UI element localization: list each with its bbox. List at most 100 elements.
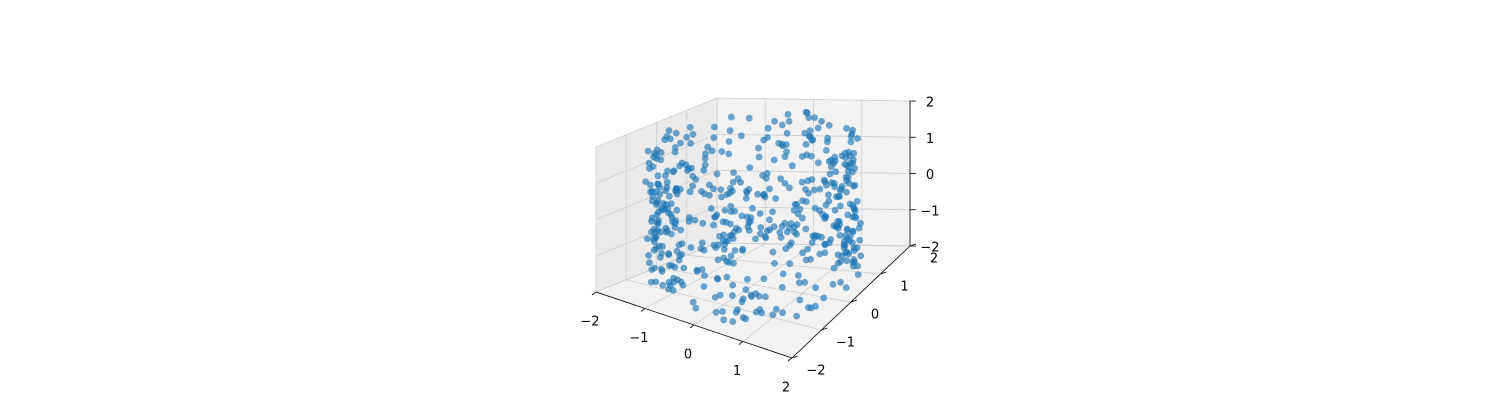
data-point [723,273,731,281]
data-point [727,252,735,260]
data-point [719,308,726,315]
data-point [772,195,779,202]
data-point [796,279,803,287]
data-point [843,225,851,233]
data-point [837,185,845,193]
data-point [764,124,772,132]
data-point [710,134,718,142]
data-point [645,252,652,259]
x-tick-label: 0 [684,348,692,363]
data-point [843,161,851,169]
data-point [650,153,657,161]
data-point [683,133,690,141]
data-point [744,275,751,283]
data-point [663,178,671,186]
data-point [818,117,825,125]
data-point [833,193,840,201]
data-point [810,186,818,194]
data-point [686,188,694,196]
z-tick-label: −2 [920,241,939,256]
data-point [799,249,806,257]
data-point [785,118,793,125]
data-point [752,290,760,297]
data-point [846,237,853,245]
data-point [802,186,809,193]
data-point [677,139,684,147]
data-point [712,213,719,221]
data-point [743,189,751,196]
data-point [771,260,778,267]
z-tick-label: 1 [926,132,934,147]
data-point [851,207,859,215]
data-point [754,190,761,198]
data-point [727,113,735,121]
z-tick-label: −1 [920,204,939,219]
data-point [802,225,810,233]
data-point [672,129,680,137]
data-point [655,242,663,250]
data-point [658,267,666,275]
data-point [692,304,700,312]
data-point [847,138,855,146]
data-point [742,286,750,294]
data-point [653,199,661,207]
data-point [826,170,834,178]
data-point [777,234,785,241]
data-point [762,234,770,242]
data-point [648,266,656,273]
data-point [814,159,822,167]
data-point [794,210,802,218]
gridline-z-back [716,133,911,138]
data-point [713,170,721,178]
data-point [665,192,673,200]
data-point [793,221,801,229]
data-point [721,207,729,214]
data-point [805,114,813,122]
data-point [771,117,778,125]
data-point [795,272,802,279]
data-point [667,200,675,208]
data-point [775,139,783,147]
data-point [675,256,683,264]
data-point [824,138,831,146]
data-point [722,218,730,226]
data-point [793,312,801,320]
data-point [731,207,739,215]
data-point [755,153,763,161]
y-tick [850,299,858,303]
gridline-z-back [716,170,911,174]
data-point [832,168,840,176]
data-point [784,111,792,118]
data-point [801,279,809,286]
data-point [734,175,742,183]
z-tick-label: 2 [926,96,934,111]
data-point [711,294,719,301]
data-point [732,308,740,316]
data-point [828,179,836,187]
data-point [684,167,691,174]
data-point [716,291,724,299]
data-point [657,156,665,164]
data-point [725,150,733,158]
data-point [820,294,828,302]
data-point [756,210,764,217]
data-point [659,281,667,289]
data-point [814,124,822,132]
data-point [677,226,685,234]
data-point [811,204,819,212]
data-point [831,206,839,214]
data-point [782,245,790,253]
data-point [718,148,726,156]
data-point [710,185,717,193]
data-point [843,177,850,185]
data-point [727,202,735,210]
data-point [701,161,709,169]
data-point [769,248,777,256]
data-point [808,152,815,160]
data-point [837,257,845,265]
data-point [697,245,705,253]
data-point [656,228,664,236]
data-point [701,155,709,162]
data-point [838,252,846,260]
